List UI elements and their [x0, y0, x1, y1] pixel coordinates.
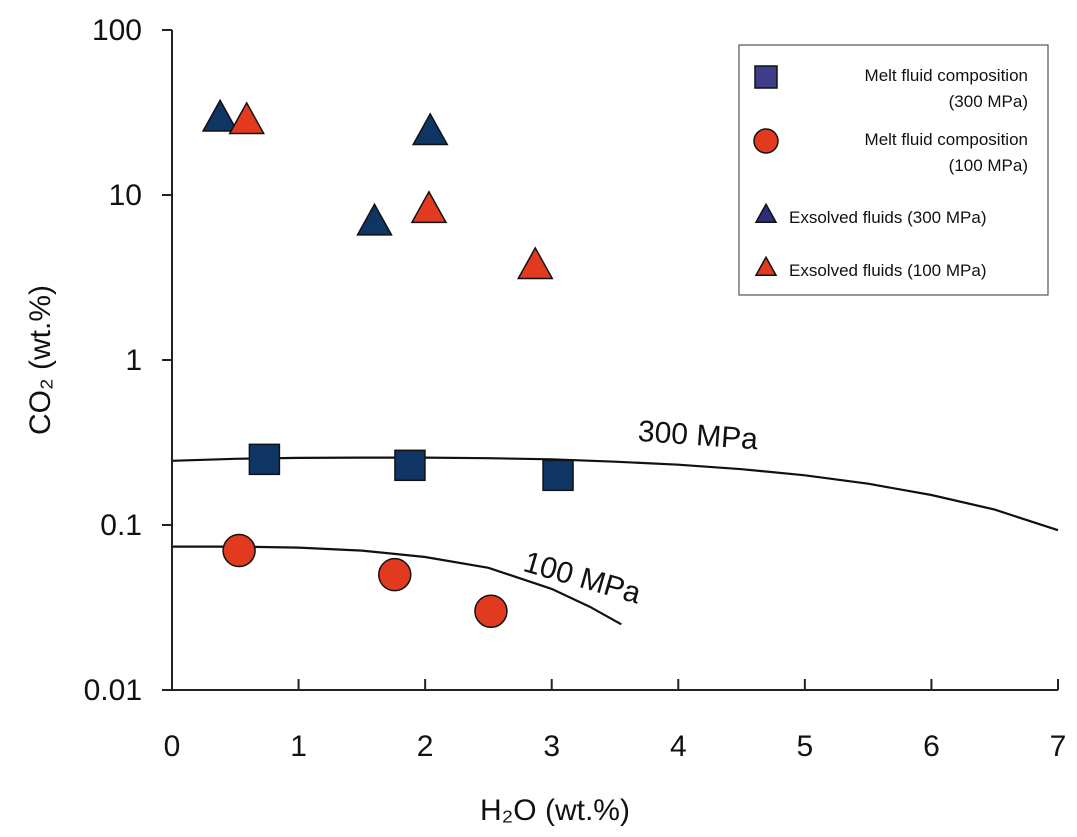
x-tick-label: 3: [543, 730, 560, 763]
series-0-point: [542, 459, 574, 492]
series-3-point: [516, 246, 554, 280]
legend: Melt fluid composition (300 MPa) Melt flui…: [738, 44, 1049, 296]
x-tick-label: 0: [164, 730, 181, 763]
x-tick-label: 2: [417, 730, 434, 763]
series-1-point: [222, 533, 256, 568]
y-tick-label: 0.01: [84, 674, 142, 707]
curve-label-300mpa: 300 MPa: [637, 415, 759, 456]
series-2-point: [201, 98, 239, 132]
x-tick-label: 6: [923, 730, 940, 763]
legend-marker-3: [754, 255, 778, 276]
y-axis-label: CO₂ (wt.%): [24, 285, 57, 435]
legend-entry-3-line-0: Exsolved fluids (100 MPa): [789, 261, 986, 280]
data-markers: [201, 98, 574, 629]
series-0-point: [248, 443, 281, 476]
legend-marker-2: [754, 202, 778, 223]
series-2-point: [356, 202, 393, 236]
axes: [162, 29, 1059, 691]
legend-marker-0: [754, 65, 778, 89]
x-axis-label: H₂O (wt.%): [480, 794, 630, 827]
curve-label-100mpa: 100 MPa: [520, 546, 645, 611]
series-1-point: [378, 557, 412, 592]
legend-entry-0-line-1: (300 MPa): [949, 92, 1028, 111]
tick-labels: 0 1 2 3 4 5 6 7 0.01 0.1 1 10 100: [84, 14, 1067, 763]
legend-entry-1-line-0: Melt fluid composition: [865, 130, 1028, 149]
axis-labels: H₂O (wt.%) CO₂ (wt.%): [24, 285, 630, 827]
curve-labels: 300 MPa 100 MPa: [520, 415, 759, 611]
legend-entry-0-line-0: Melt fluid composition: [865, 66, 1028, 85]
legend-box: [738, 44, 1049, 296]
legend-entry-2-line-0: Exsolved fluids (300 MPa): [789, 208, 986, 227]
series-0-point: [394, 449, 426, 482]
series-3-point: [228, 101, 265, 135]
series-2-point: [411, 112, 449, 146]
y-tick-label: 100: [92, 14, 142, 47]
x-tick-label: 1: [290, 730, 307, 763]
y-tick-label: 0.1: [100, 509, 142, 542]
curve-100-mpa: [172, 545, 622, 626]
x-tick-label: 4: [670, 730, 687, 763]
legend-marker-1: [753, 128, 779, 154]
legend-entry-1-line-1: (100 MPa): [949, 156, 1028, 175]
series-3-point: [410, 190, 448, 224]
x-tick-label: 7: [1050, 730, 1067, 763]
solubility-curves: [171, 456, 1059, 626]
curve-300-mpa: [171, 456, 1059, 532]
series-1-point: [474, 594, 508, 629]
y-tick-label: 1: [125, 344, 142, 377]
x-tick-label: 5: [797, 730, 814, 763]
y-tick-label: 10: [109, 179, 142, 212]
